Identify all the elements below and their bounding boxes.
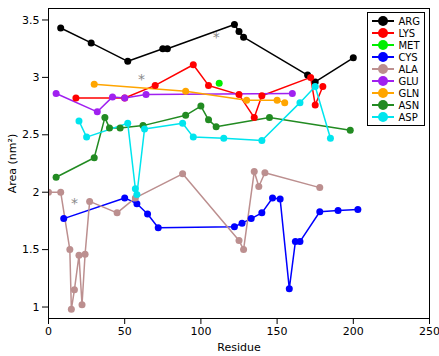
svg-text:0: 0 xyxy=(45,325,52,338)
svg-text:2.5: 2.5 xyxy=(22,128,40,141)
html-text:ASP: ASP xyxy=(398,111,418,123)
html-text:GLU: GLU xyxy=(398,75,419,87)
html-text:ASN: ASN xyxy=(398,99,420,111)
svg-text:3: 3 xyxy=(33,71,40,84)
html-text:GLN: GLN xyxy=(398,87,420,99)
html-text:ARG: ARG xyxy=(398,15,420,27)
svg-text:1.5: 1.5 xyxy=(22,243,40,256)
svg-text:*: * xyxy=(213,29,220,45)
html-text:CYS: CYS xyxy=(398,51,418,63)
svg-text:Area (nm²): Area (nm²) xyxy=(6,134,19,194)
svg-text:50: 50 xyxy=(118,325,132,338)
svg-text:200: 200 xyxy=(343,325,364,338)
svg-text:1: 1 xyxy=(33,301,40,314)
svg-text:*: * xyxy=(71,195,78,211)
html-text:LYS: LYS xyxy=(398,27,416,39)
html-text:MET: MET xyxy=(398,39,420,51)
svg-text:100: 100 xyxy=(190,325,211,338)
svg-text:*: * xyxy=(138,71,145,87)
svg-text:Residue: Residue xyxy=(217,341,261,354)
html-text:ALA: ALA xyxy=(398,63,418,75)
svg-text:3.5: 3.5 xyxy=(22,14,40,27)
svg-text:250: 250 xyxy=(419,325,439,338)
svg-text:150: 150 xyxy=(267,325,288,338)
svg-text:2: 2 xyxy=(33,186,40,199)
